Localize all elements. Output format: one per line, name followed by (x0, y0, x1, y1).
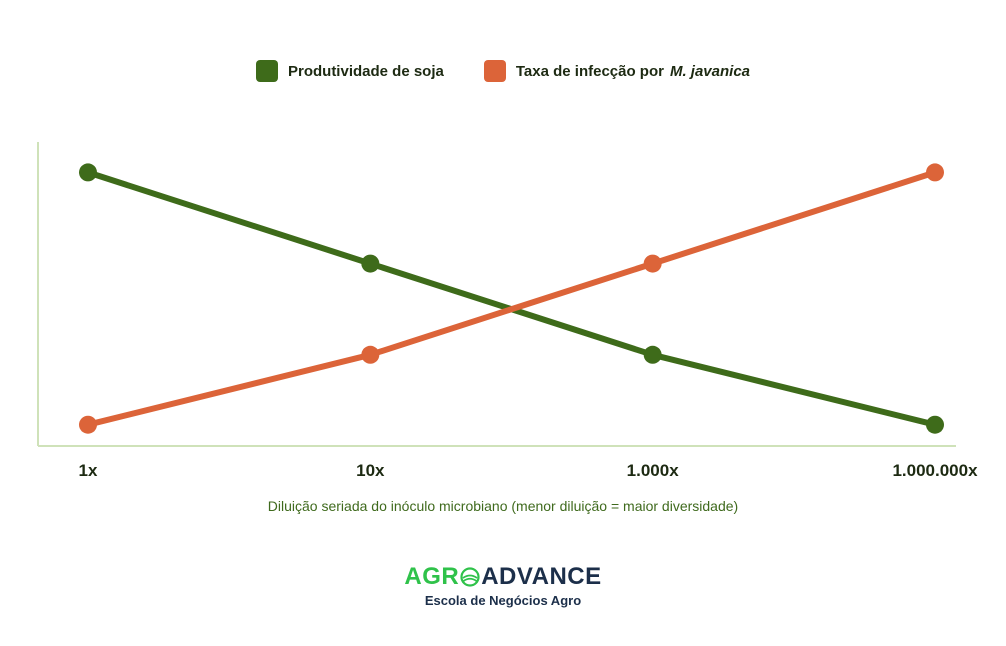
chart-legend: Produtividade de soja Taxa de infecção p… (0, 60, 1006, 82)
data-point-soy-yield[interactable] (79, 163, 97, 182)
legend-label-soy-yield: Produtividade de soja (287, 62, 444, 80)
x-tick-label: 1x (79, 461, 98, 480)
data-point-infection-rate[interactable] (926, 163, 944, 182)
globe-icon (460, 567, 480, 587)
legend-item-infection-rate: Taxa de infecção por M. javanica (483, 60, 750, 82)
brand-name: AGR ADVANCE (404, 563, 601, 591)
data-point-soy-yield[interactable] (643, 345, 662, 364)
x-axis-label: Diluição seriada do inóculo microbiano (… (267, 498, 739, 514)
brand-name-part2: ADVANCE (481, 563, 602, 590)
brand-subtitle: Escola de Negócios Agro (424, 593, 582, 608)
data-point-infection-rate[interactable] (643, 254, 662, 273)
legend-swatch-infection-rate (483, 60, 506, 82)
data-point-infection-rate[interactable] (361, 345, 380, 364)
data-point-soy-yield[interactable] (361, 254, 380, 273)
x-tick-label: 1.000.000x (892, 461, 978, 480)
legend-label-infection-prefix: Taxa de infecção por (515, 62, 664, 80)
legend-label-species: M. javanica (669, 62, 751, 80)
x-tick-label: 1.000x (627, 461, 680, 480)
series-line-infection-rate (85, 169, 938, 428)
legend-label-infection-rate: Taxa de infecção por M. javanica (516, 63, 750, 80)
legend-item-soy-yield: Produtividade de soja (255, 60, 444, 82)
series-line-soy-yield (85, 169, 938, 428)
brand-logo: AGR ADVANCE Escola de Negócios Agro (0, 563, 1006, 608)
legend-swatch-soy-yield (255, 60, 278, 82)
data-point-infection-rate[interactable] (79, 415, 97, 434)
x-tick-labels: 1x 10x 1.000x 1.000.000x (79, 461, 979, 480)
brand-name-part1: AGR (404, 563, 460, 590)
data-point-soy-yield[interactable] (926, 415, 944, 434)
series-layer (79, 163, 944, 434)
x-tick-label: 10x (356, 461, 385, 480)
